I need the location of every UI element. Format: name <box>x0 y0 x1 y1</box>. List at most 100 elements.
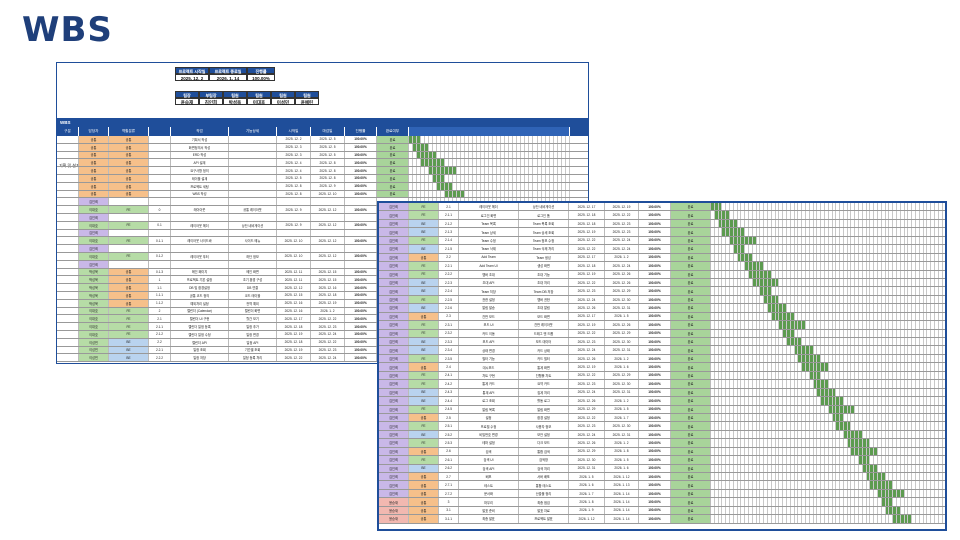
assignee-cell[interactable]: 김인희 <box>379 413 409 422</box>
role-cell[interactable]: FE <box>409 405 439 413</box>
role-cell[interactable]: FE <box>409 262 439 270</box>
role-cell[interactable] <box>109 260 149 268</box>
role-cell[interactable]: 공통 <box>109 174 149 182</box>
role-cell[interactable]: 공통 <box>409 253 439 262</box>
role-cell[interactable]: FE <box>109 315 149 323</box>
assignee-cell[interactable]: 김인희 <box>379 397 409 405</box>
assignee-cell[interactable]: 공통 <box>79 143 109 151</box>
status-dropdown[interactable]: 완료 <box>671 388 711 397</box>
status-dropdown[interactable]: 완료 <box>671 295 711 304</box>
assignee-cell[interactable]: 김인희 <box>379 228 409 236</box>
role-cell[interactable]: BE <box>409 304 439 312</box>
role-cell[interactable]: FE <box>109 221 149 229</box>
assignee-cell[interactable]: 김인희 <box>379 405 409 413</box>
assignee-cell[interactable]: 박성욱 <box>79 299 109 307</box>
assignee-cell[interactable]: 김인희 <box>379 371 409 380</box>
role-cell[interactable]: BE <box>109 346 149 354</box>
assignee-cell[interactable]: 김인희 <box>379 203 409 211</box>
assignee-cell[interactable]: 공통 <box>79 174 109 182</box>
assignee-cell[interactable]: 김인희 <box>379 312 409 321</box>
assignee-cell[interactable]: 김인희 <box>379 304 409 312</box>
assignee-cell[interactable]: 김인희 <box>379 439 409 447</box>
assignee-cell[interactable]: 김인희 <box>379 295 409 304</box>
role-cell[interactable]: FE <box>109 252 149 260</box>
role-cell[interactable]: 공통 <box>409 489 439 498</box>
assignee-cell[interactable]: 김인희 <box>379 481 409 489</box>
role-cell[interactable]: FE <box>409 380 439 388</box>
assignee-cell[interactable]: 박성욱 <box>79 291 109 299</box>
assignee-cell[interactable]: 이성민 <box>79 338 109 346</box>
role-cell[interactable]: FE <box>109 307 149 315</box>
assignee-cell[interactable]: 김인희 <box>379 380 409 388</box>
status-dropdown[interactable]: 완료 <box>671 228 711 236</box>
status-dropdown[interactable]: 완료 <box>671 278 711 287</box>
assignee-cell[interactable]: 김인희 <box>379 388 409 397</box>
role-cell[interactable]: 공통 <box>409 498 439 506</box>
role-cell[interactable]: BE <box>409 430 439 439</box>
role-cell[interactable]: 공통 <box>109 151 149 159</box>
status-dropdown[interactable]: 완료 <box>671 287 711 295</box>
assignee-cell[interactable]: 김인희 <box>379 287 409 295</box>
assignee-cell[interactable]: 윤승재 <box>379 515 409 523</box>
role-cell[interactable] <box>109 245 149 252</box>
role-cell[interactable]: FE <box>409 439 439 447</box>
role-cell[interactable]: FE <box>409 270 439 278</box>
assignee-cell[interactable]: 김인희 <box>379 262 409 270</box>
assignee-cell[interactable]: 박성욱 <box>79 284 109 291</box>
assignee-cell[interactable]: 이대호 <box>79 307 109 315</box>
role-cell[interactable]: FE <box>109 330 149 338</box>
assignee-cell[interactable]: 김인희 <box>379 354 409 363</box>
status-dropdown[interactable]: 완료 <box>671 456 711 464</box>
status-dropdown[interactable]: 완료 <box>671 498 711 506</box>
status-dropdown[interactable]: 완료 <box>671 338 711 346</box>
role-cell[interactable]: FE <box>109 237 149 245</box>
role-cell[interactable]: 공통 <box>109 167 149 174</box>
assignee-cell[interactable]: 이대호 <box>79 330 109 338</box>
status-dropdown[interactable]: 완료 <box>671 380 711 388</box>
status-dropdown[interactable]: 완료 <box>671 447 711 456</box>
status-dropdown[interactable] <box>377 198 409 206</box>
status-dropdown[interactable]: 완료 <box>671 481 711 489</box>
assignee-cell[interactable]: 김인희 <box>79 229 109 237</box>
assignee-cell[interactable]: 김인희 <box>379 211 409 219</box>
assignee-cell[interactable]: 김인희 <box>379 422 409 430</box>
assignee-cell[interactable]: 김인희 <box>379 253 409 262</box>
status-dropdown[interactable]: 완료 <box>671 405 711 413</box>
assignee-cell[interactable]: 김인희 <box>379 321 409 329</box>
assignee-cell[interactable]: 이대호 <box>79 206 109 213</box>
status-dropdown[interactable]: 완료 <box>671 219 711 228</box>
role-cell[interactable]: FE <box>109 206 149 213</box>
role-cell[interactable]: BE <box>109 354 149 362</box>
assignee-cell[interactable]: 윤승재 <box>379 506 409 515</box>
assignee-cell[interactable]: 이대호 <box>79 237 109 245</box>
status-dropdown[interactable]: 완료 <box>377 143 409 151</box>
status-dropdown[interactable]: 완료 <box>671 211 711 219</box>
role-cell[interactable]: 공통 <box>109 276 149 284</box>
role-cell[interactable]: BE <box>409 245 439 253</box>
role-cell[interactable]: BE <box>409 397 439 405</box>
role-cell[interactable]: 공통 <box>409 312 439 321</box>
status-dropdown[interactable]: 완료 <box>671 515 711 523</box>
status-dropdown[interactable]: 완료 <box>671 473 711 481</box>
role-cell[interactable]: 공통 <box>409 363 439 371</box>
role-cell[interactable]: FE <box>409 203 439 211</box>
role-cell[interactable]: FE <box>409 422 439 430</box>
status-dropdown[interactable]: 완료 <box>671 236 711 245</box>
status-dropdown[interactable]: 완료 <box>671 321 711 329</box>
role-cell[interactable]: BE <box>409 228 439 236</box>
status-dropdown[interactable]: 완료 <box>377 182 409 190</box>
assignee-cell[interactable]: 김인희 <box>379 329 409 337</box>
status-dropdown[interactable]: 완료 <box>377 167 409 174</box>
status-dropdown[interactable]: 완료 <box>671 312 711 321</box>
status-dropdown[interactable]: 완료 <box>377 151 409 159</box>
assignee-cell[interactable]: 이대호 <box>79 252 109 260</box>
assignee-cell[interactable]: 이대호 <box>79 315 109 323</box>
assignee-cell[interactable]: 김인희 <box>379 245 409 253</box>
status-dropdown[interactable]: 완료 <box>671 354 711 363</box>
role-cell[interactable]: FE <box>109 323 149 330</box>
assignee-cell[interactable]: 김인희 <box>379 338 409 346</box>
role-cell[interactable]: 공통 <box>409 506 439 515</box>
role-cell[interactable]: FE <box>409 211 439 219</box>
assignee-cell[interactable]: 김인희 <box>379 278 409 287</box>
assignee-cell[interactable]: 김인희 <box>379 447 409 456</box>
